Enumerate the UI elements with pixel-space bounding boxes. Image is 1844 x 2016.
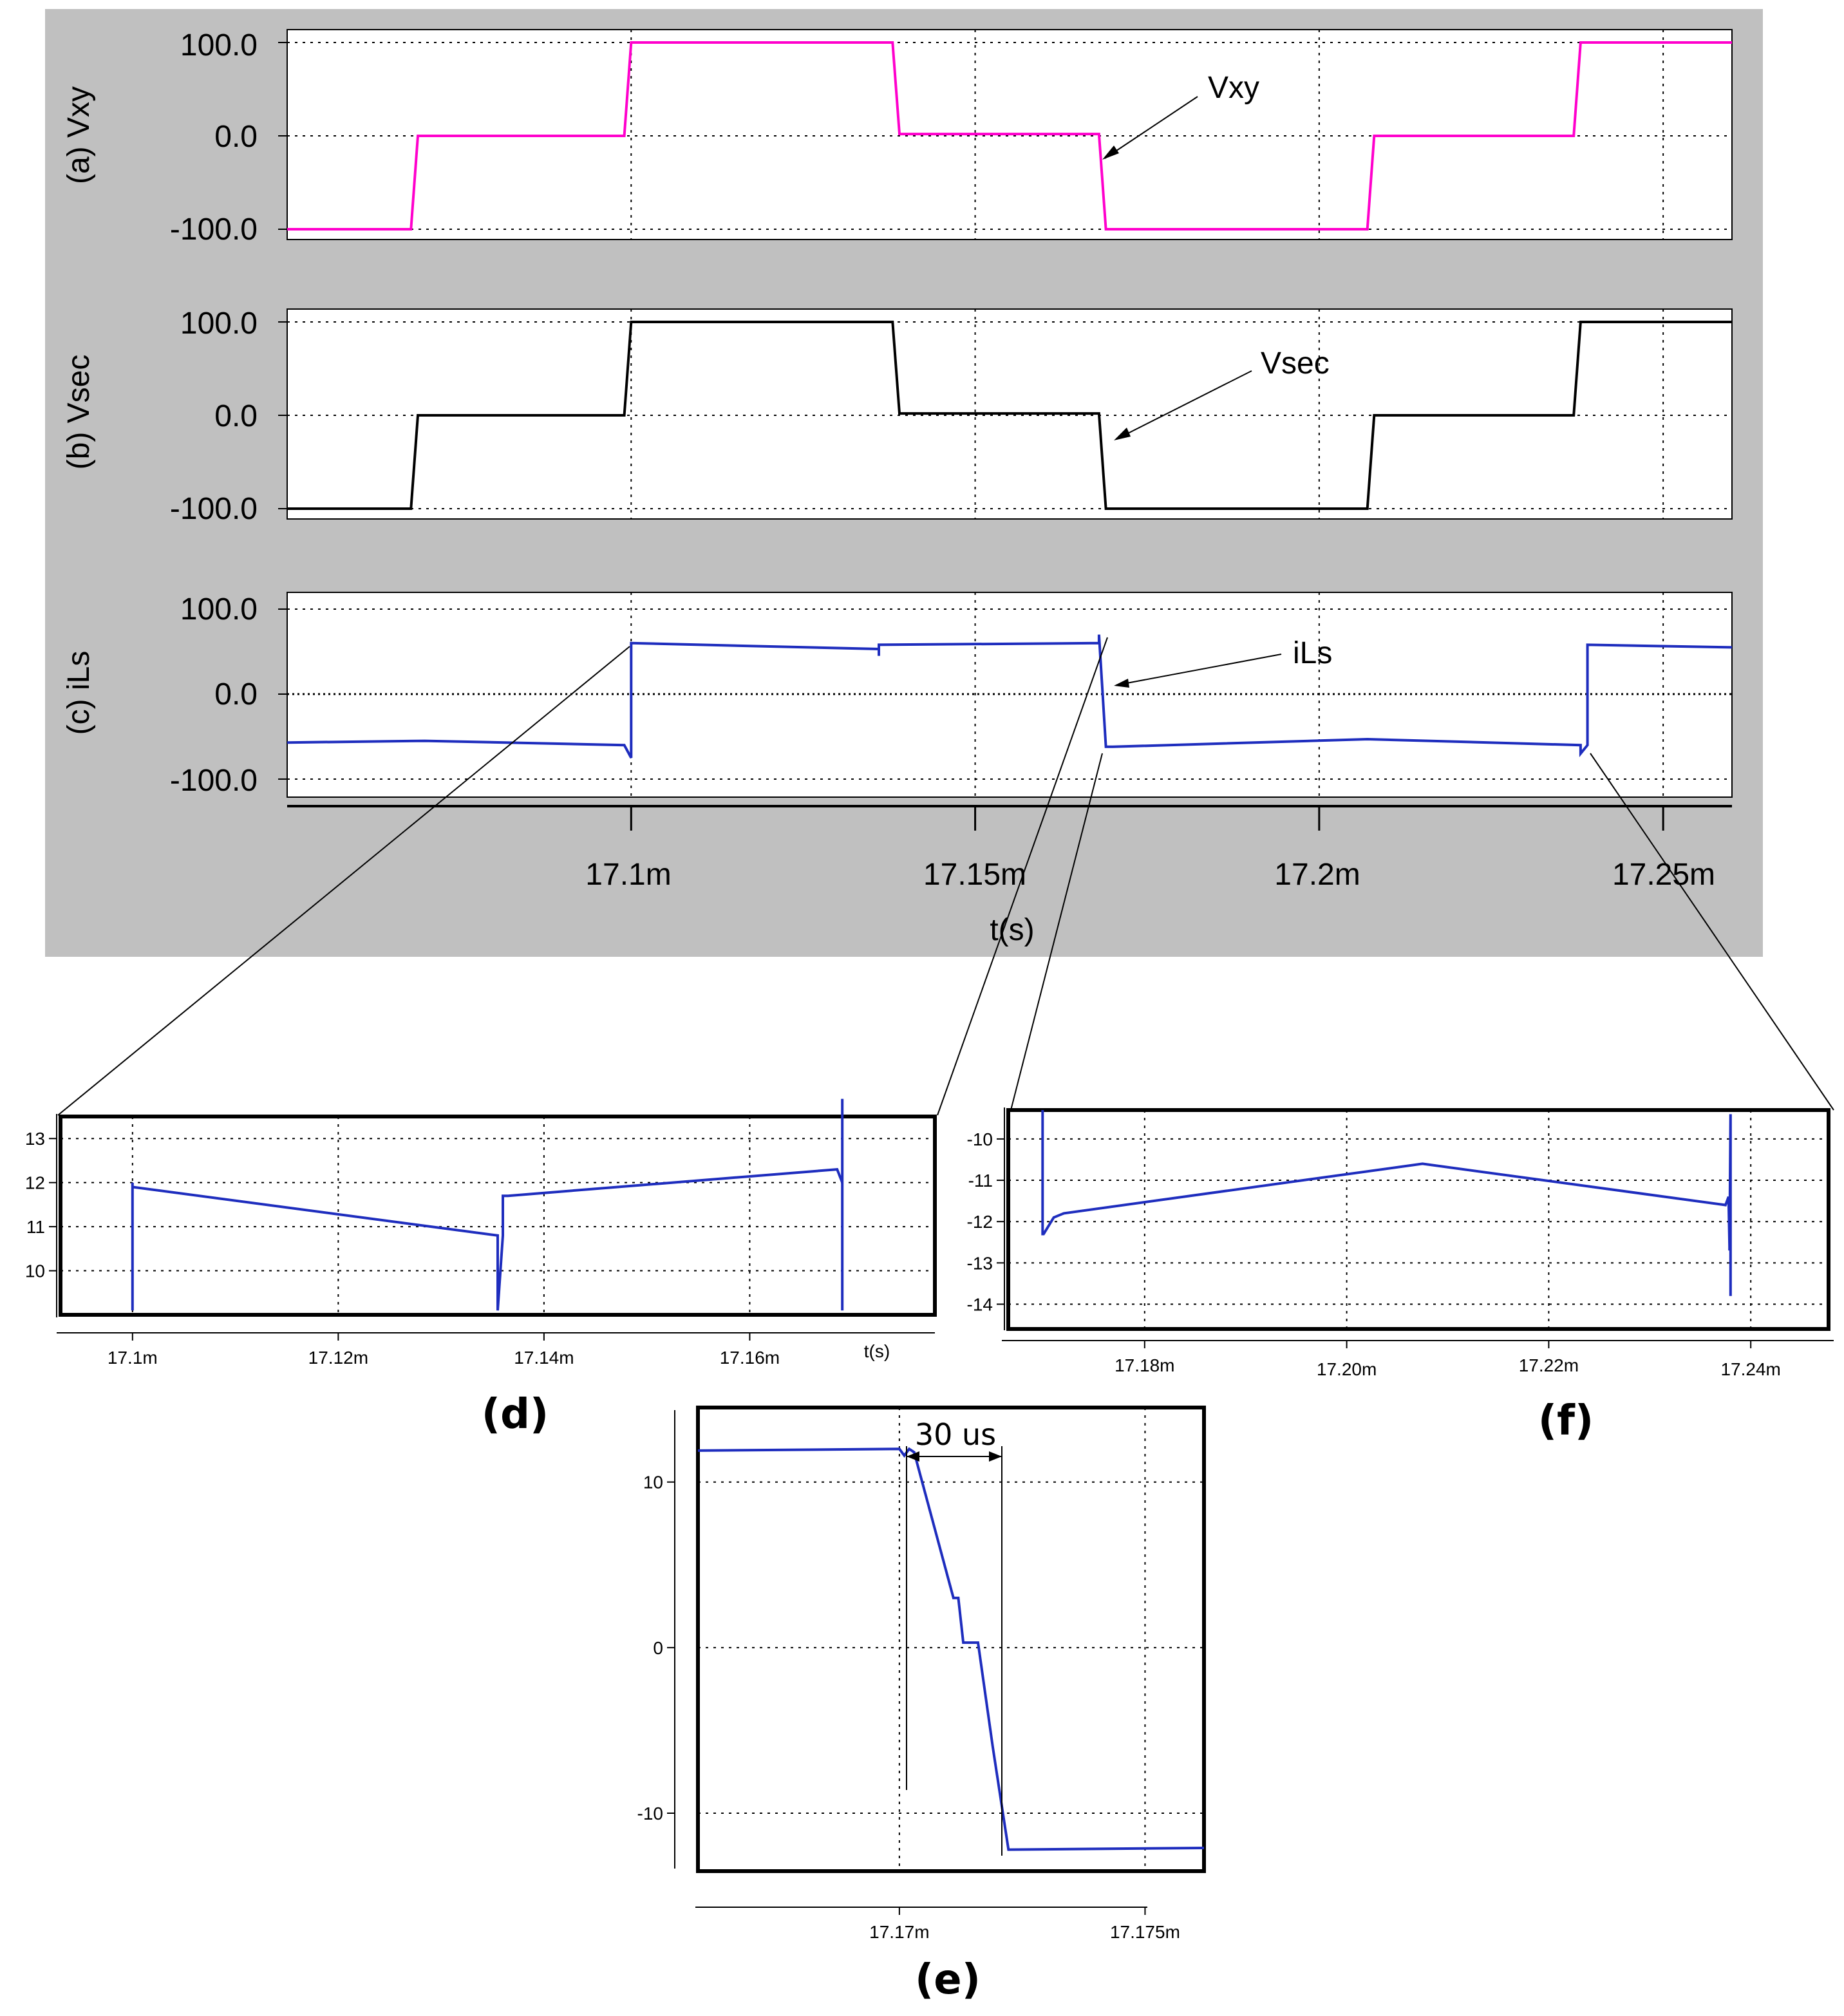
chart-d-xtick-label: 17.1m	[108, 1348, 158, 1368]
chart-b-ytick-label: 0.0	[214, 399, 258, 433]
chart-b-annotation-arrow	[1116, 370, 1252, 440]
chart-d-xtick-label: 17.16m	[720, 1348, 780, 1368]
chart-f-ytick-label: -14	[967, 1295, 993, 1315]
chart-f-xtick-label: 17.18m	[1115, 1355, 1174, 1375]
chart-d-x-tick-labels: 17.1m 17.12m 17.14m 17.16m	[108, 1348, 780, 1368]
chart-f-ytick-label: -11	[968, 1171, 993, 1191]
chart-b-ytick-label: 100.0	[180, 306, 258, 341]
chart-e: 10 0 -10 17.17m 17.175m 30 us (e)	[637, 1406, 1206, 2004]
chart-d-x-axis-label: t(s)	[864, 1341, 890, 1361]
chart-a-ytick-label: 0.0	[214, 120, 258, 154]
chart-a-series-vxy	[287, 41, 1732, 231]
chart-d-y-tick-labels: 13 12 11 10	[25, 1129, 45, 1281]
zoom-connector-f-left	[1010, 753, 1103, 1111]
chart-f-ytick-label: -10	[967, 1129, 993, 1149]
chart-f-xtick-label: 17.20m	[1317, 1359, 1377, 1379]
chart-e-series-ils	[697, 1447, 1205, 1851]
chart-a-ytick-label: 100.0	[180, 28, 258, 62]
chart-e-caption: (e)	[915, 1956, 981, 2004]
chart-d-series-ils	[131, 1098, 844, 1311]
chart-e-ytick-label: 0	[653, 1638, 663, 1658]
chart-e-ytick-label: 10	[643, 1473, 663, 1493]
chart-d-ytick-label: 13	[25, 1129, 45, 1149]
chart-a-y-axis-label: (a) Vxy	[62, 86, 96, 184]
chart-b: 100.0 0.0 -100.0 (b) Vsec Vsec	[62, 306, 1733, 526]
chart-e-x-tick-labels: 17.17m 17.175m	[869, 1922, 1180, 1942]
chart-a: 100.0 0.0 -100.0 (a) Vxy Vxy	[62, 28, 1733, 247]
chart-c-annotation-arrowhead	[1114, 679, 1129, 688]
zoom-connector-f-right	[1590, 753, 1834, 1111]
chart-d-ytick-label: 12	[25, 1173, 45, 1193]
chart-b-annotation-arrowhead	[1114, 428, 1131, 440]
zoom-connector-lines	[57, 637, 1834, 1116]
chart-e-dimension-arrowhead-left	[907, 1451, 919, 1462]
chart-a-annotation-label: Vxy	[1208, 71, 1259, 105]
zoom-connector-d-left	[57, 646, 630, 1116]
chart-f-ytick-label: -12	[967, 1212, 993, 1232]
chart-f-y-tick-labels: -10 -11 -12 -13 -14	[967, 1129, 993, 1315]
chart-e-ytick-label: -10	[637, 1804, 663, 1823]
chart-c-y-axis-label: (c) iLs	[62, 651, 96, 735]
chart-e-xtick-label: 17.17m	[869, 1922, 929, 1942]
chart-d-xtick-label: 17.12m	[308, 1348, 368, 1368]
chart-f-xtick-label: 17.24m	[1720, 1359, 1780, 1379]
chart-c-x-axis-label: t(s)	[990, 913, 1034, 947]
chart-c: 100.0 0.0 -100.0 (c) iLs iLs 17.1m 17.15…	[62, 592, 1733, 947]
chart-f-series-ils	[1041, 1110, 1732, 1296]
chart-c-xtick-label: 17.15m	[923, 858, 1026, 892]
chart-c-annotation-arrow	[1116, 654, 1282, 686]
chart-b-series-vsec	[287, 321, 1732, 510]
chart-a-annotation-arrowhead	[1102, 146, 1119, 160]
chart-d: 13 12 11 10 17.1m 17.12m 17.14m 17.16m t(s) (d…	[25, 1098, 937, 1438]
chart-c-xtick-label: 17.1m	[585, 858, 671, 892]
chart-f-plot-area	[1006, 1108, 1830, 1331]
chart-d-xtick-label: 17.14m	[514, 1348, 574, 1368]
chart-f-ytick-label: -13	[967, 1253, 993, 1273]
chart-f-grid	[997, 1110, 1829, 1348]
chart-f-x-tick-labels: 17.18m 17.20m 17.22m 17.24m	[1115, 1355, 1781, 1379]
chart-c-xtick-label: 17.25m	[1612, 858, 1715, 892]
chart-c-y-tick-labels: 100.0 0.0 -100.0	[170, 592, 258, 798]
chart-e-grid	[667, 1408, 1204, 1915]
chart-e-30us-dimension	[906, 1446, 1002, 1856]
chart-f: -10 -11 -12 -13 -14 17.18m 17.20m 17.22m 17.24m…	[967, 1107, 1834, 1445]
chart-d-caption: (d)	[482, 1391, 549, 1438]
chart-b-y-axis-label: (b) Vsec	[62, 355, 96, 470]
chart-c-series-ils	[287, 634, 1733, 758]
chart-e-dimension-arrowhead-right	[989, 1451, 1002, 1462]
chart-a-annotation-arrow	[1104, 96, 1198, 159]
chart-b-annotation-label: Vsec	[1261, 346, 1330, 381]
chart-c-ytick-label: 100.0	[180, 592, 258, 626]
chart-c-ytick-label: 0.0	[214, 677, 258, 711]
chart-d-grid	[49, 1116, 935, 1341]
chart-c-xtick-label: 17.2m	[1274, 858, 1360, 892]
chart-b-y-tick-labels: 100.0 0.0 -100.0	[170, 306, 258, 526]
chart-d-ytick-label: 11	[26, 1217, 45, 1237]
chart-e-annotation-label: 30 us	[915, 1417, 996, 1452]
chart-d-ytick-label: 10	[25, 1261, 45, 1281]
chart-f-caption: (f)	[1538, 1397, 1594, 1445]
chart-a-y-tick-labels: 100.0 0.0 -100.0	[170, 28, 258, 247]
chart-c-annotation-label: iLs	[1293, 636, 1332, 670]
chart-f-xtick-label: 17.22m	[1519, 1355, 1579, 1375]
chart-c-x-tick-labels: 17.1m 17.15m 17.2m 17.25m	[585, 858, 1715, 892]
chart-a-ytick-label: -100.0	[170, 212, 258, 247]
chart-b-ytick-label: -100.0	[170, 492, 258, 526]
chart-c-x-ticks	[630, 806, 1664, 831]
chart-e-y-tick-labels: 10 0 -10	[637, 1473, 663, 1823]
chart-e-xtick-label: 17.175m	[1110, 1922, 1180, 1942]
chart-c-ytick-label: -100.0	[170, 764, 258, 798]
zoom-connector-d-right	[937, 637, 1108, 1116]
chart-e-plot-area	[696, 1406, 1206, 1873]
